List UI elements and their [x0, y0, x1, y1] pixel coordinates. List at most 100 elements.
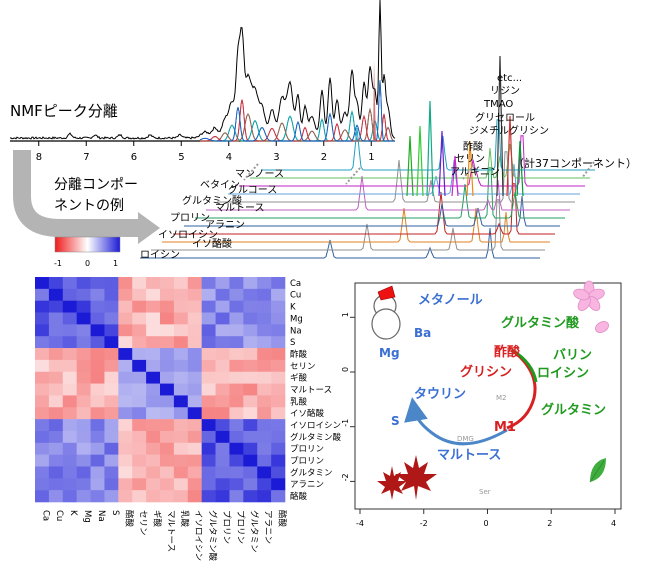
component-trace — [217, 151, 575, 203]
heatmap-cell — [229, 478, 244, 491]
heatmap-cell — [201, 324, 216, 337]
heatmap-cell — [173, 277, 189, 290]
heatmap-cell — [104, 312, 119, 325]
heatmap-cell — [90, 288, 105, 301]
colorbar-tick-neg: -1 — [54, 259, 62, 268]
heatmap-col-label: 酪酸 — [124, 510, 135, 528]
heatmap-cell — [132, 383, 147, 396]
heatmap-cell — [90, 348, 105, 361]
heatmap-cell — [48, 348, 64, 361]
heatmap-cell — [90, 300, 105, 313]
heatmap-cell — [90, 383, 105, 396]
heatmap-cell — [76, 430, 91, 444]
heatmap-cell — [215, 300, 230, 313]
heatmap-cell — [146, 442, 161, 455]
heatmap-cell — [257, 407, 272, 420]
heatmap-cell — [118, 288, 133, 301]
heatmap-cell — [76, 324, 91, 337]
heatmap-cell — [118, 300, 133, 313]
heatmap-cell — [187, 288, 202, 301]
heatmap-cell — [201, 407, 216, 420]
heatmap-cell — [215, 383, 230, 396]
heatmap-cell — [104, 371, 119, 384]
colorbar: -1 0 1 — [54, 236, 121, 268]
heatmap-cell — [62, 288, 77, 301]
heatmap-cell — [62, 407, 77, 420]
heatmap-cell — [104, 277, 119, 290]
heatmap-cell — [104, 348, 119, 361]
heatmap-cell — [48, 312, 64, 325]
heatmap-cell — [187, 277, 202, 290]
heatmap-cell — [76, 277, 91, 290]
heatmap-cell — [243, 395, 258, 408]
heatmap-cell — [146, 300, 161, 313]
scatter-label-glycine: グリシン — [460, 364, 512, 380]
component-count-note: （計37コンポーネント） — [513, 156, 637, 170]
heatmap-cell — [132, 277, 147, 290]
heatmap-cell — [48, 300, 64, 313]
heatmap-cell — [62, 442, 77, 455]
heatmap-cell — [90, 277, 105, 290]
heatmap-cell — [146, 312, 161, 325]
heatmap-cell — [132, 442, 147, 455]
heatmap-cell — [187, 430, 202, 444]
scatter-label-methanol: メタノール — [418, 293, 483, 308]
nmr-tick-label: 5 — [178, 152, 184, 163]
heatmap-cell — [90, 336, 105, 349]
heatmap-cell — [201, 371, 216, 384]
nmr-component-trace — [200, 99, 395, 142]
heatmap-cell — [62, 324, 77, 337]
heatmap-cell — [118, 348, 133, 361]
heatmap-cell — [243, 466, 258, 479]
heatmap-cell — [104, 359, 119, 373]
heatmap-cell — [104, 430, 119, 444]
heatmap-cell — [132, 348, 147, 361]
heatmap-cell — [201, 442, 216, 455]
heatmap-row-label: K — [290, 303, 296, 313]
heatmap-cell — [243, 348, 258, 361]
scatter-label-taurine: タウリン — [414, 387, 466, 402]
heatmap-cell — [118, 383, 133, 396]
label-acetate: 酢酸 — [463, 140, 483, 153]
heatmap-cell — [229, 371, 244, 384]
heatmap-cell — [201, 478, 216, 491]
heatmap-cell — [187, 312, 202, 325]
heatmap-cell — [90, 478, 105, 491]
heatmap-cell — [104, 478, 119, 491]
heatmap-cell — [146, 359, 161, 373]
label-lysine: リジン — [490, 86, 520, 97]
heatmap-cell — [215, 430, 230, 444]
heatmap-cell — [90, 442, 105, 455]
heatmap-cell — [76, 348, 91, 361]
heatmap-cell — [257, 395, 272, 408]
heatmap-cell — [104, 395, 119, 408]
heatmap-row-label: マルトース — [290, 386, 332, 396]
heatmap-col-label: グルタミン酸 — [207, 510, 218, 562]
heatmap-cell — [257, 359, 272, 373]
heatmap-cell — [229, 383, 244, 396]
heatmap-cell — [229, 277, 244, 290]
component-labels: ロイシン イソ酪酸 イソロイシン アラニン プロリン マルトース グルタミン酸 … — [140, 73, 549, 261]
heatmap-cell — [271, 277, 286, 290]
heatmap-cell — [215, 348, 230, 361]
heatmap-cell — [35, 395, 50, 408]
heatmap-cell — [257, 430, 272, 444]
heatmap-cell — [215, 324, 230, 337]
heatmap-col-label: プロリン — [221, 510, 231, 544]
heatmap-row-label: Na — [290, 326, 302, 336]
heatmap-cell — [243, 490, 258, 503]
heatmap-cell — [90, 324, 105, 337]
colorbar-gradient — [54, 236, 121, 253]
heatmap-cell — [90, 490, 105, 503]
label-dimethylglycine: ジメチルグリシン — [469, 124, 549, 137]
heatmap-cell — [35, 442, 50, 455]
cherry-blossom-icon — [573, 280, 609, 333]
heatmap-cell — [243, 478, 258, 491]
heatmap-cell — [62, 277, 77, 290]
heatmap-cell — [243, 324, 258, 337]
heatmap-cell — [201, 277, 216, 290]
heatmap-cell — [215, 371, 230, 384]
heatmap-cell — [257, 300, 272, 313]
heatmap-cell — [48, 383, 64, 396]
heatmap-cell — [118, 454, 133, 467]
